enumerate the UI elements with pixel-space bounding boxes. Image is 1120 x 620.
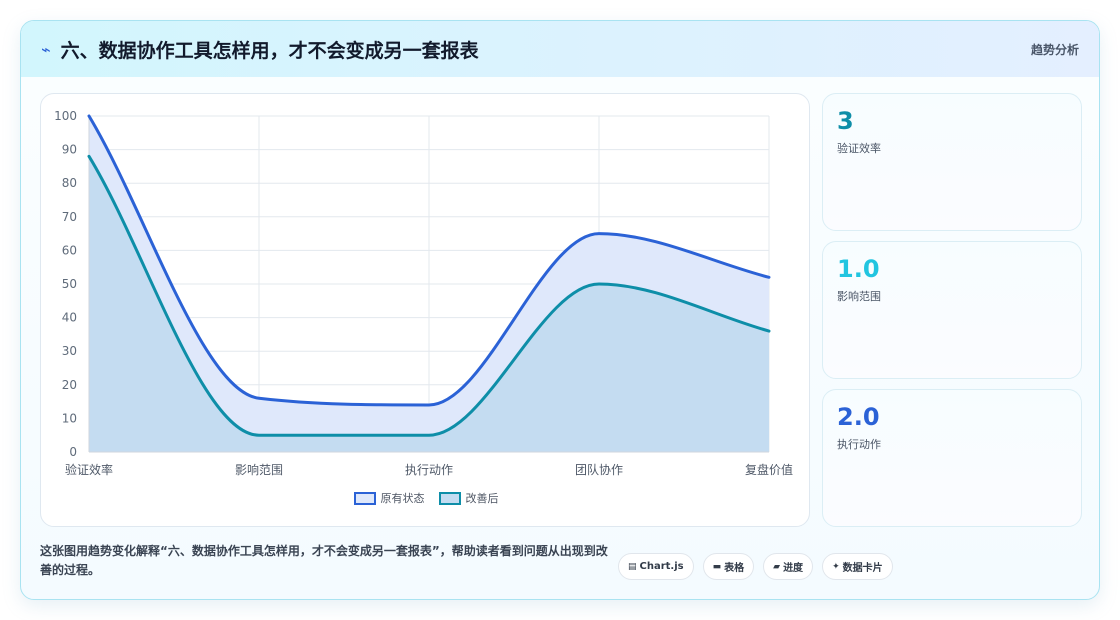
x-tick-label: 影响范围 <box>235 462 283 477</box>
tag-label: Chart.js <box>639 561 684 572</box>
tag-data-card[interactable]: ✦ 数据卡片 <box>822 553 893 580</box>
stat-card-1: 3 验证效率 <box>822 93 1082 231</box>
series-area <box>89 156 769 452</box>
progress-icon: ▰ <box>773 561 781 572</box>
series-line <box>87 114 771 407</box>
chart-legend: 原有状态 改善后 <box>41 488 811 508</box>
y-tick-label: 90 <box>62 143 77 157</box>
table-icon: ▬ <box>712 561 722 572</box>
legend-item[interactable]: 改善后 <box>438 490 499 506</box>
page-title: 六、数据协作工具怎样用，才不会变成另一套报表 <box>60 39 479 62</box>
stat-card-2: 1.0 影响范围 <box>822 241 1082 379</box>
y-tick-label: 30 <box>62 344 77 358</box>
y-tick-label: 60 <box>62 243 77 257</box>
chart-panel: 0 10 20 30 40 50 60 70 80 90 100 验证效率 影响范围 执行动作 团队协作 复盘… <box>40 93 810 527</box>
lightning-icon: ⌁ <box>41 39 51 59</box>
y-tick-label: 50 <box>62 277 77 291</box>
card-header: ⌁ 六、数据协作工具怎样用，才不会变成另一套报表 趋势分析 <box>21 21 1099 77</box>
dashboard-card: ⌁ 六、数据协作工具怎样用，才不会变成另一套报表 趋势分析 0 10 20 30 40 5… <box>20 20 1100 600</box>
legend-swatch <box>438 491 461 505</box>
y-tick-label: 20 <box>62 378 77 392</box>
tag-table[interactable]: ▬ 表格 <box>702 553 755 580</box>
x-tick-label: 复盘价值 <box>745 462 793 477</box>
stat-label: 执行动作 <box>837 438 881 451</box>
x-tick-label: 团队协作 <box>575 462 623 477</box>
y-tick-label: 0 <box>69 445 77 459</box>
tag-label: 进度 <box>783 563 804 574</box>
stat-value: 3 <box>837 107 854 135</box>
legend-swatch <box>353 491 376 505</box>
chart-caption: 这张图用趋势变化解释“六、数据协作工具怎样用，才不会变成另一套报表”，帮助读者看… <box>40 544 608 577</box>
x-tick-label: 验证效率 <box>65 462 113 477</box>
stat-card-3: 2.0 执行动作 <box>822 389 1082 527</box>
stat-label: 影响范围 <box>837 290 881 303</box>
area-chart: 0 10 20 30 40 50 60 70 80 90 100 验证效率 影响范围 执行动作 团队协作 复盘… <box>54 109 793 477</box>
legend-label: 原有状态 <box>380 492 425 505</box>
stat-value: 1.0 <box>837 255 880 283</box>
x-tick-label: 执行动作 <box>405 463 453 477</box>
stat-label: 验证效率 <box>837 142 881 155</box>
y-tick-label: 100 <box>54 109 77 123</box>
header-tag: 趋势分析 <box>1030 42 1079 57</box>
y-tick-label: 80 <box>62 176 77 190</box>
y-tick-label: 40 <box>62 311 77 325</box>
stat-value: 2.0 <box>837 403 880 431</box>
tag-progress[interactable]: ▰ 进度 <box>763 553 814 580</box>
legend-item[interactable]: 原有状态 <box>353 490 425 506</box>
chart-icon: ▤ <box>628 561 637 572</box>
y-tick-label: 10 <box>62 411 77 425</box>
legend-label: 改善后 <box>465 492 499 505</box>
tag-label: 数据卡片 <box>842 563 883 574</box>
tag-list: ▤ Chart.js ▬ 表格 ▰ 进度 ✦ 数据卡片 <box>618 553 893 580</box>
tag-chartjs[interactable]: ▤ Chart.js <box>618 553 694 580</box>
series-line <box>87 154 771 437</box>
tag-label: 表格 <box>724 563 745 574</box>
sparkle-icon: ✦ <box>832 561 840 572</box>
y-tick-label: 70 <box>62 210 77 224</box>
